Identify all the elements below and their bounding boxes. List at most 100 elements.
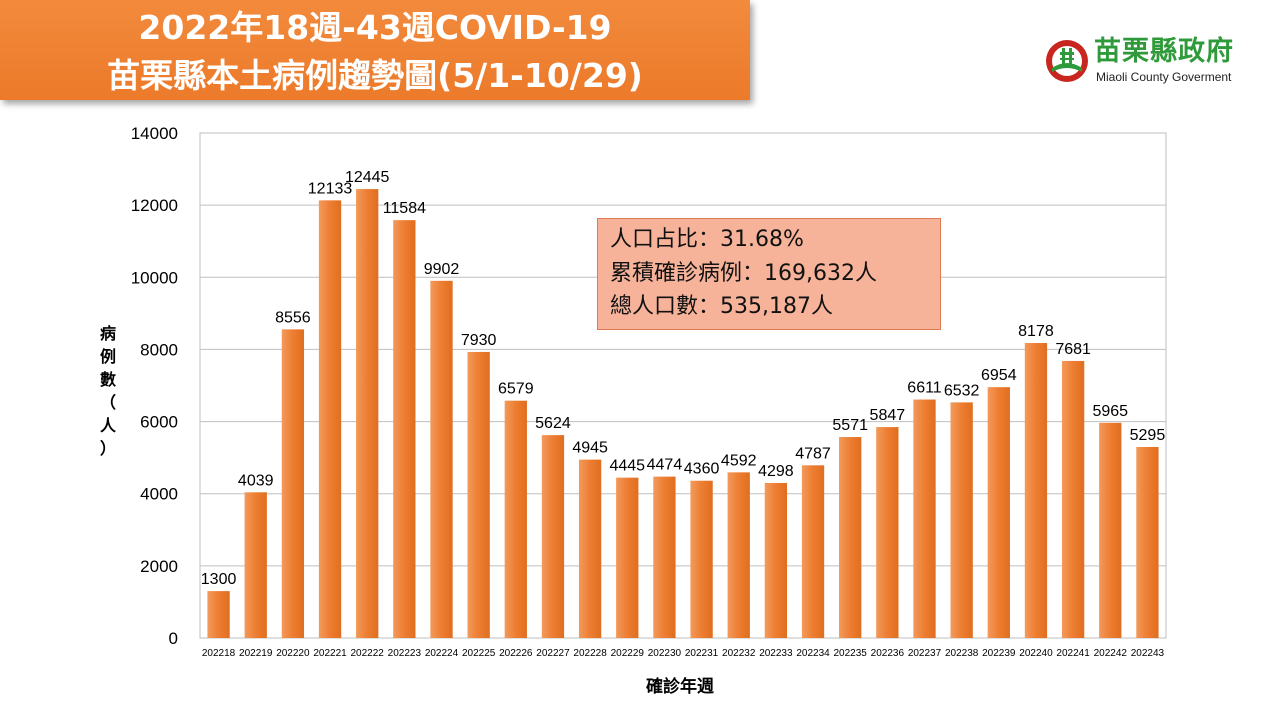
county-name-en: Miaoli County Goverment: [1096, 70, 1232, 84]
y-axis-label-char: 病: [99, 324, 116, 343]
bar: [839, 437, 862, 638]
data-label: 4360: [684, 461, 720, 478]
x-tick-label: 202228: [573, 648, 607, 659]
bar: [1024, 343, 1048, 638]
bar: [616, 477, 639, 638]
info-cumulative-cases: 累積確診病例：169,632人: [610, 261, 877, 286]
y-tick-label: 12000: [131, 196, 178, 215]
y-axis-label-char: （: [99, 393, 116, 412]
data-label: 4592: [721, 452, 757, 469]
data-label: 9902: [424, 261, 460, 278]
bar: [356, 189, 379, 638]
x-tick-label: 202234: [796, 648, 830, 659]
data-label: 12133: [308, 180, 353, 197]
data-label: 1300: [201, 571, 237, 588]
x-tick-label: 202226: [499, 648, 533, 659]
y-axis-label-char: 例: [99, 347, 116, 366]
x-axis-label: 確診年週: [646, 677, 714, 697]
y-tick-label: 8000: [140, 340, 178, 359]
x-tick-label: 202227: [536, 648, 570, 659]
x-tick-label: 202223: [388, 648, 422, 659]
y-axis-label-char: 人: [99, 416, 116, 435]
bar: [727, 472, 750, 638]
x-tick-label: 202230: [648, 648, 682, 659]
data-label: 12445: [345, 169, 390, 186]
bar: [1061, 360, 1085, 638]
x-tick-label: 202233: [759, 648, 793, 659]
bar: [950, 402, 973, 638]
x-tick-label: 202242: [1094, 648, 1128, 659]
bar: [578, 459, 602, 638]
bar: [318, 200, 342, 639]
data-label: 5847: [870, 407, 906, 424]
bar: [430, 280, 453, 638]
x-tick-label: 202243: [1131, 648, 1165, 659]
x-tick-label: 202222: [351, 648, 385, 659]
x-tick-label: 202221: [313, 648, 347, 659]
data-label: 7930: [461, 332, 497, 349]
data-label: 7681: [1055, 341, 1091, 358]
x-tick-label: 202218: [202, 648, 236, 659]
y-tick-label: 2000: [140, 557, 178, 576]
bar: [393, 220, 416, 639]
y-tick-label: 14000: [131, 124, 178, 143]
bar: [281, 329, 305, 638]
bar: [801, 465, 825, 638]
y-tick-label: 6000: [140, 413, 178, 432]
bar: [207, 591, 230, 638]
bar: [876, 427, 899, 638]
y-axis-label-char: 數: [99, 370, 116, 389]
bar: [467, 351, 490, 638]
x-tick-label: 202236: [871, 648, 905, 659]
x-tick-label: 202225: [462, 648, 496, 659]
data-label: 11584: [383, 200, 426, 217]
data-label: 8556: [275, 309, 311, 326]
info-box: 人口占比：31.68% 累積確診病例：169,632人 總人口數：535,187…: [597, 218, 941, 330]
data-label: 6611: [907, 380, 942, 397]
bar: [913, 399, 936, 638]
title-line-1: 2022年18週-43週COVID-19: [138, 8, 612, 47]
data-label: 8178: [1018, 323, 1054, 340]
data-label: 4474: [647, 457, 683, 474]
x-tick-label: 202224: [425, 648, 459, 659]
bar: [1099, 422, 1122, 638]
x-tick-label: 202241: [1056, 648, 1090, 659]
data-label: 4787: [795, 445, 831, 462]
x-tick-label: 202235: [834, 648, 868, 659]
y-tick-label: 10000: [131, 268, 178, 287]
data-label: 6532: [944, 382, 980, 399]
bar: [1136, 447, 1159, 638]
data-label: 4298: [758, 463, 794, 480]
county-name-zh: 苗栗縣政府: [1094, 36, 1234, 67]
data-label: 4445: [609, 458, 645, 475]
bar: [987, 387, 1010, 638]
x-tick-label: 202240: [1019, 648, 1053, 659]
y-axis-label-char: ）: [99, 439, 116, 458]
data-label: 6954: [981, 367, 1017, 384]
x-tick-label: 202220: [276, 648, 310, 659]
data-label: 4945: [572, 440, 608, 457]
bar: [244, 492, 267, 638]
bar: [653, 476, 676, 638]
county-logo: 苗栗縣政府 Miaoli County Goverment: [1044, 36, 1274, 90]
x-tick-label: 202229: [611, 648, 645, 659]
x-tick-label: 202237: [908, 648, 942, 659]
county-emblem-icon: [1046, 40, 1088, 82]
y-tick-label: 0: [169, 629, 178, 648]
plot-frame: [199, 132, 1167, 639]
title-line-2: 苗栗縣本土病例趨勢圖(5/1-10/29): [107, 56, 643, 95]
y-axis-label: 病例數 （ 人 ）: [96, 322, 120, 460]
bar: [541, 435, 565, 638]
data-label: 4039: [238, 472, 274, 489]
x-tick-label: 202231: [685, 648, 719, 659]
bar: [690, 480, 713, 638]
data-label: 6579: [498, 381, 534, 398]
bar: [504, 400, 527, 638]
x-tick-label: 202238: [945, 648, 979, 659]
info-population-ratio: 人口占比：31.68%: [610, 227, 804, 252]
x-tick-label: 202219: [239, 648, 273, 659]
x-tick-label: 202232: [722, 648, 756, 659]
data-label: 5965: [1092, 403, 1128, 420]
title-banner: 2022年18週-43週COVID-19 苗栗縣本土病例趨勢圖(5/1-10/2…: [0, 0, 750, 100]
